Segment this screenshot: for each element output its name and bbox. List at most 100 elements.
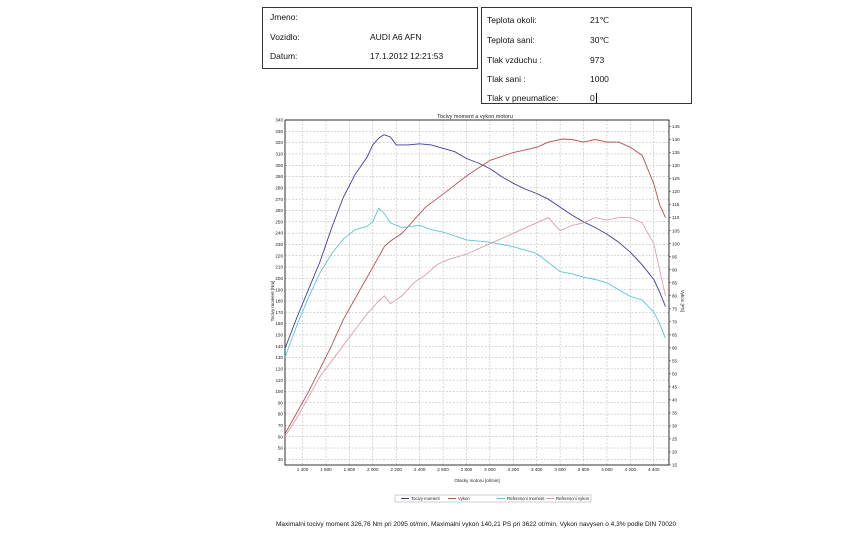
- chart-title: Tocivy moment a vykon motoru: [437, 114, 513, 120]
- summary-text: Maximalni tocivy moment 326,76 Nm pri 20…: [276, 521, 677, 528]
- y-left-tick-label: 170: [275, 310, 283, 315]
- y-right-tick-label: 85: [672, 280, 678, 285]
- legend-label: Referencni vykon: [556, 496, 590, 501]
- y-right-tick-label: 105: [672, 228, 680, 233]
- y-right-tick-label: 15: [672, 463, 678, 468]
- y-right-tick-label: 120: [672, 189, 680, 194]
- intake-temp-label: Teplota sani:: [487, 35, 535, 45]
- x-tick-label: 2 600: [437, 467, 449, 472]
- y-left-tick-label: 300: [275, 163, 283, 168]
- x-tick-label: 2 400: [414, 467, 426, 472]
- y-left-tick-label: 180: [275, 299, 283, 304]
- y-left-tick-label: 240: [275, 231, 283, 236]
- vehicle-label: Vozidlo:: [270, 32, 300, 42]
- name-label: Jmeno:: [270, 12, 298, 22]
- y-right-tick-label: 70: [672, 319, 678, 324]
- date-label: Datum:: [270, 51, 298, 61]
- intake-pressure-value: 1000: [590, 74, 609, 84]
- x-tick-label: 2 800: [461, 467, 473, 472]
- intake-pressure-label: Tlak sani :: [487, 74, 526, 84]
- y-right-tick-label: 75: [672, 306, 678, 311]
- x-tick-label: 3 600: [554, 467, 566, 472]
- y-right-tick-label: 55: [672, 358, 678, 363]
- y-left-tick-label: 140: [275, 344, 283, 349]
- y-right-tick-label: 35: [672, 411, 678, 416]
- y-left-tick-label: 130: [275, 355, 283, 360]
- x-tick-label: 3 800: [578, 467, 590, 472]
- y-left-tick-label: 260: [275, 208, 283, 213]
- y-right-tick-label: 40: [672, 398, 678, 403]
- series-line-referencni-vykon: [284, 217, 666, 437]
- y-left-tick-label: 90: [278, 400, 284, 405]
- y-axis-left: 40 50 60 70 80 90 100 110 120 130 140 150 160 170 180 1…: [275, 118, 283, 462]
- y-left-tick-label: 70: [278, 423, 284, 428]
- y-left-tick-label: 200: [275, 276, 283, 281]
- y-left-tick-label: 50: [278, 446, 284, 451]
- chart-legend: Tocivy moment Vykon Referencni moment Refer…: [394, 494, 592, 503]
- y-right-tick-label: 130: [672, 163, 680, 168]
- torque-power-chart: Tocivy moment a vykon motoru 40 50 60 70 80 9…: [270, 114, 685, 503]
- x-tick-label: 2 000: [367, 467, 379, 472]
- y-left-tick-label: 110: [276, 378, 284, 383]
- vehicle-value: AUDI A6 AFN: [370, 32, 422, 42]
- text-cursor: [595, 93, 597, 103]
- vehicle-info-panel: Jmeno: Vozidlo: AUDI A6 AFN Datum: 17.1.…: [262, 7, 478, 69]
- series-layer: [284, 134, 666, 437]
- y-right-tick-label: 110: [672, 215, 680, 220]
- y-right-tick-label: 140: [672, 137, 680, 142]
- y-left-tick-label: 40: [278, 457, 284, 462]
- y-left-tick-label: 210: [275, 265, 283, 270]
- y-right-tick-label: 90: [672, 267, 678, 272]
- tire-pressure-value[interactable]: 0: [590, 93, 597, 103]
- y-right-tick-label: 95: [672, 254, 678, 259]
- legend-frame: [394, 494, 592, 503]
- y-left-tick-label: 160: [275, 321, 283, 326]
- legend-label: Referencni moment: [507, 496, 545, 501]
- x-axis-label: Otacky motoru [ot/min]: [454, 478, 499, 483]
- y-right-tick-label: 115: [672, 202, 680, 207]
- y-right-tick-label: 30: [672, 424, 678, 429]
- y-axis-right: 15 20 25 30 35 40 45 50 55 60 65 70 75 80 85 90 95 100 105…: [669, 124, 680, 468]
- y-left-tick-label: 220: [275, 253, 283, 258]
- x-tick-label: 1 400: [297, 467, 309, 472]
- y-left-tick-label: 250: [275, 219, 283, 224]
- y-left-tick-label: 150: [275, 333, 283, 338]
- x-tick-label: 1 800: [344, 467, 356, 472]
- air-pressure-label: Tlak vzduchu :: [487, 55, 542, 65]
- x-tick-label: 1 600: [320, 467, 332, 472]
- y-right-tick-label: 80: [672, 293, 678, 298]
- x-tick-label: 2 200: [390, 467, 402, 472]
- y-left-tick-label: 310: [275, 152, 283, 157]
- air-pressure-value: 973: [590, 55, 605, 65]
- y-right-tick-label: 100: [672, 241, 680, 246]
- y-right-tick-label: 145: [672, 124, 680, 129]
- intake-temp-value: 30℃: [590, 35, 610, 45]
- y-left-tick-label: 330: [275, 129, 283, 134]
- y-left-tick-label: 280: [275, 185, 283, 190]
- y-left-tick-label: 230: [275, 242, 283, 247]
- conditions-panel: Teplota okoli: 21℃ Teplota sani: 30℃ Tla…: [481, 7, 692, 104]
- date-value: 17.1.2012 12:21:53: [370, 51, 444, 61]
- y-right-tick-label: 50: [672, 371, 678, 376]
- series-line-vykon: [284, 138, 666, 435]
- y-right-tick-label: 60: [672, 345, 678, 350]
- ambient-temp-value: 21℃: [590, 15, 610, 25]
- y-left-tick-label: 120: [275, 366, 283, 371]
- y-left-tick-label: 320: [275, 140, 283, 145]
- ambient-temp-label: Teplota okoli:: [487, 15, 537, 25]
- x-tick-label: 3 200: [508, 467, 520, 472]
- legend-label: Vykon: [458, 496, 470, 501]
- x-tick-label: 4 400: [648, 467, 660, 472]
- y-axis-left-label: Tocivy moment [Nm]: [270, 281, 275, 322]
- y-right-tick-label: 65: [672, 332, 678, 337]
- y-right-tick-label: 25: [672, 437, 678, 442]
- x-tick-label: 3 400: [531, 467, 543, 472]
- y-right-tick-label: 125: [672, 176, 680, 181]
- y-left-tick-label: 340: [275, 118, 283, 123]
- y-left-tick-label: 100: [275, 389, 283, 394]
- plot-area-frame: [284, 119, 670, 466]
- x-tick-label: 4 200: [625, 467, 637, 472]
- series-line-referencni-moment: [284, 207, 666, 358]
- chart-grid: [285, 119, 669, 465]
- y-right-tick-label: 20: [672, 450, 678, 455]
